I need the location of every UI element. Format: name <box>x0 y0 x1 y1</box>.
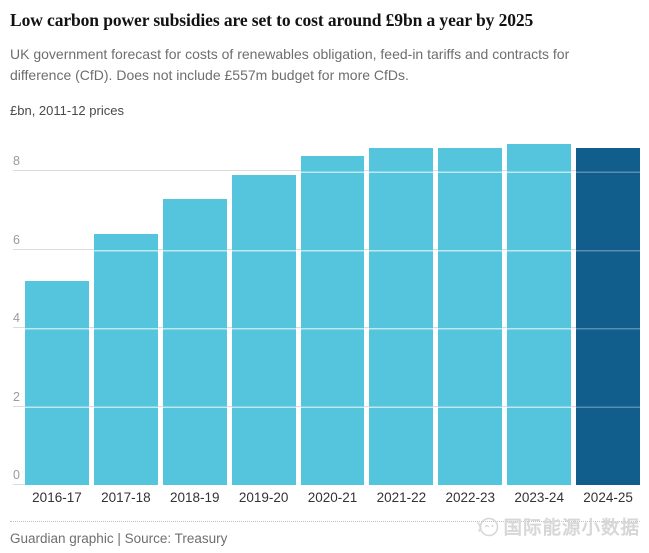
bar-slot-2018-19 <box>162 140 227 485</box>
bar-2021-22 <box>369 147 434 485</box>
gridline-0 <box>13 484 25 485</box>
watermark-text: 国际能源小数据 <box>503 517 640 538</box>
footer-divider <box>10 521 640 522</box>
watermark-logo-icon <box>476 515 500 539</box>
xtick-label-2017-18: 2017-18 <box>101 490 151 505</box>
chart-subtitle: UK government forecast for costs of rene… <box>10 46 570 83</box>
ytick-label-0: 0 <box>13 468 20 482</box>
bar-slot-2016-17 <box>25 140 89 485</box>
chart-title: Low carbon power subsidies are set to co… <box>10 10 534 30</box>
y-axis-units-label: £bn, 2011-12 prices <box>10 103 124 118</box>
x-axis-labels: 2016-17 2017-18 2018-19 2019-20 2020-21 2021-… <box>25 490 640 505</box>
ytick-label-8: 8 <box>13 154 20 169</box>
xtick-label-2019-20: 2019-20 <box>238 490 289 505</box>
xtick-label-2018-19: 2018-19 <box>169 490 220 505</box>
bar-chart-plot-area: 0 2 4 6 8 <box>13 140 641 485</box>
bar-2019-20 <box>231 175 296 485</box>
bar-2016-17 <box>25 281 89 485</box>
xtick-label-2024-25: 2024-25 <box>583 490 633 505</box>
bar-slot-2020-21 <box>300 140 365 485</box>
bars-group <box>25 140 641 485</box>
bar-2020-21 <box>300 155 365 485</box>
xtick-label-2021-22: 2021-22 <box>376 490 427 505</box>
bar-slot-2017-18 <box>93 140 158 485</box>
bar-slot-2024-25 <box>576 140 641 485</box>
ytick-label-6: 6 <box>13 232 20 247</box>
ytick-label-4: 4 <box>13 311 20 326</box>
watermark: 国际能源小数据 <box>476 514 640 540</box>
bar-2017-18 <box>93 234 158 485</box>
xtick-label-2022-23: 2022-23 <box>445 490 496 505</box>
bar-2024-25 <box>576 147 641 485</box>
xtick-label-2023-24: 2023-24 <box>514 490 564 505</box>
bar-slot-2022-23 <box>438 140 503 485</box>
bar-2018-19 <box>162 198 227 485</box>
ytick-label-2: 2 <box>13 389 20 404</box>
bar-slot-2021-22 <box>369 140 434 485</box>
xtick-label-2016-17: 2016-17 <box>32 490 82 505</box>
source-credit: Guardian graphic | Source: Treasury <box>10 531 228 546</box>
bar-2022-23 <box>438 147 503 485</box>
xtick-label-2020-21: 2020-21 <box>307 490 358 505</box>
bar-slot-2019-20 <box>231 140 296 485</box>
bar-2023-24 <box>507 143 572 485</box>
bar-slot-2023-24 <box>507 140 572 485</box>
